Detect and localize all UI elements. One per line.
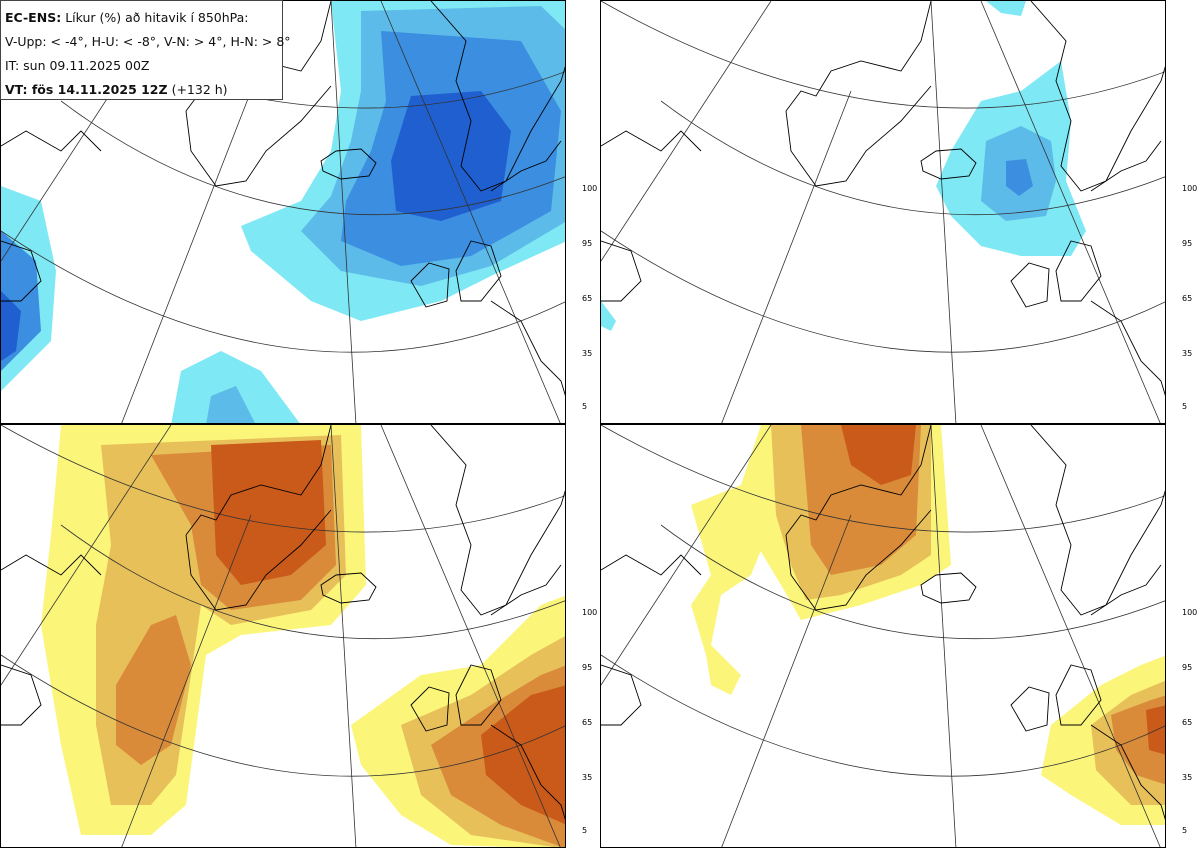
map-panel-warm-strong xyxy=(600,424,1166,848)
probability-map-warm-moderate xyxy=(1,425,565,847)
cb-tick-label: 100 xyxy=(1182,608,1198,617)
header-title: Líkur (%) að hitavik í 850hPa: xyxy=(65,10,249,25)
probability-map-warm-strong xyxy=(601,425,1165,847)
cb-tick-label: 35 xyxy=(1182,773,1193,782)
coastlines xyxy=(1,425,565,820)
valid-time: VT: fös 14.11.2025 12Z xyxy=(5,82,168,97)
cb-tick-label: 65 xyxy=(1182,294,1193,303)
prob-region-65-b xyxy=(116,615,191,765)
cb-tick-label: 5 xyxy=(1182,402,1188,411)
header-title-line: EC-ENS: Líkur (%) að hitavik í 850hPa: xyxy=(5,6,278,30)
graticule xyxy=(1,425,565,847)
header-valid-line: VT: fös 14.11.2025 12Z (+132 h) xyxy=(5,78,278,102)
probability-map-cold-moderate xyxy=(1,1,565,423)
cb-tick-label: 95 xyxy=(582,663,593,672)
cb-tick-label: 65 xyxy=(582,294,593,303)
map-header: EC-ENS: Líkur (%) að hitavik í 850hPa: V… xyxy=(0,0,291,102)
cb-tick-label: 5 xyxy=(582,826,588,835)
coastlines xyxy=(1,1,565,396)
cb-tick-label: 95 xyxy=(582,239,593,248)
cb-tick-label: 100 xyxy=(582,184,598,193)
cb-tick-label: 5 xyxy=(1182,826,1188,835)
prob-region-65 xyxy=(1006,159,1033,196)
map-panel-warm-moderate xyxy=(0,424,566,848)
prob-region-95-se xyxy=(481,685,565,825)
coastlines xyxy=(601,425,1165,820)
prob-region-small xyxy=(986,1,1026,16)
prob-region-5-w xyxy=(691,485,771,695)
header-initial-time: IT: sun 09.11.2025 00Z xyxy=(5,58,150,73)
cb-tick-label: 5 xyxy=(582,402,588,411)
cb-tick-label: 95 xyxy=(1182,663,1193,672)
prob-region-95-se xyxy=(1146,705,1165,755)
cb-tick-label: 65 xyxy=(582,718,593,727)
map-panel-cold-strong xyxy=(600,0,1166,424)
probability-map-cold-strong xyxy=(601,1,1165,423)
prob-region-left xyxy=(601,301,616,331)
cb-tick-label: 100 xyxy=(1182,184,1198,193)
cb-tick-label: 35 xyxy=(1182,349,1193,358)
cb-tick-label: 100 xyxy=(582,608,598,617)
cb-tick-label: 35 xyxy=(582,773,593,782)
graticule xyxy=(601,1,1165,423)
prob-region-95 xyxy=(841,425,916,485)
prob-region-95 xyxy=(391,91,511,221)
cb-tick-label: 35 xyxy=(582,349,593,358)
valid-offset: (+132 h) xyxy=(171,82,228,97)
cb-tick-label: 65 xyxy=(1182,718,1193,727)
map-panel-cold-moderate xyxy=(0,0,566,424)
cb-tick-label: 95 xyxy=(1182,239,1193,248)
graticule xyxy=(601,425,1165,847)
model-label: EC-ENS: xyxy=(5,10,62,25)
coastlines xyxy=(601,1,1165,396)
header-thresholds: V-Upp: < -4°, H-U: < -8°, V-N: > 4°, H-N… xyxy=(5,34,291,49)
